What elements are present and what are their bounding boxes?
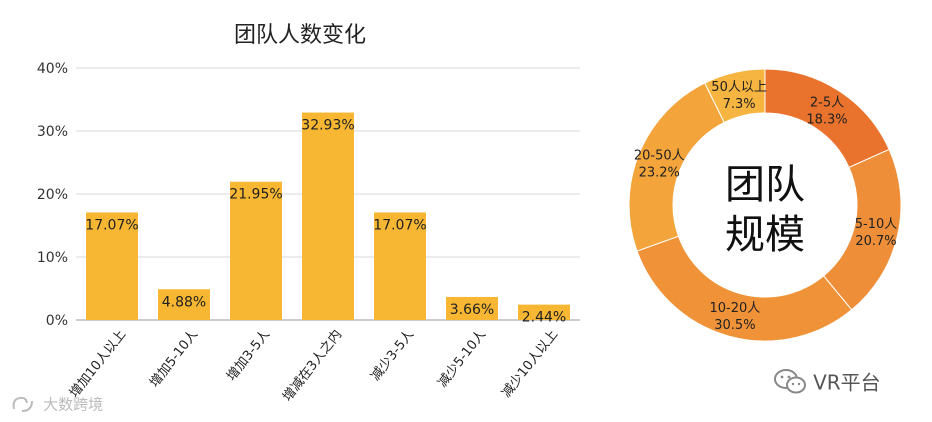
y-tick-label: 10% xyxy=(37,250,68,266)
bar-data-label: 17.07% xyxy=(85,217,138,233)
donut-slice-pct: 7.3% xyxy=(723,97,756,112)
bar-chart-title: 团队人数变化 xyxy=(234,23,366,48)
bar xyxy=(446,296,498,320)
bar-data-label: 2.44% xyxy=(522,310,566,326)
bar xyxy=(158,289,210,320)
x-tick-label: 减少5-10人 xyxy=(435,327,489,390)
bar-data-label: 4.88% xyxy=(162,294,206,310)
donut-slice-pct: 23.2% xyxy=(639,165,680,180)
donut-slice-pct: 18.3% xyxy=(806,112,847,127)
bar xyxy=(230,181,282,320)
x-tick-label: 减少10人以上 xyxy=(499,327,561,400)
x-tick-label: 增加10人以上 xyxy=(67,327,129,400)
donut-slice-label: 2-5人 xyxy=(810,95,844,110)
x-tick-label: 减少3-5人 xyxy=(368,327,417,384)
bar xyxy=(518,304,570,320)
donut-slice-label: 10-20人 xyxy=(710,301,761,316)
bar-data-label: 17.07% xyxy=(373,217,426,233)
donut-slice-label: 20-50人 xyxy=(634,148,685,163)
donut-hole xyxy=(673,113,857,297)
bar xyxy=(86,212,138,320)
donut-slice-label: 5-10人 xyxy=(855,217,898,232)
x-tick-label: 增减在3人之内 xyxy=(279,327,345,405)
y-tick-label: 30% xyxy=(37,124,68,140)
donut-slice-pct: 30.5% xyxy=(714,318,755,333)
x-tick-label: 增加5-10人 xyxy=(147,327,201,390)
y-tick-label: 40% xyxy=(37,61,68,77)
watermark-right-text: VR平台 xyxy=(813,370,881,395)
watermark-left-text: 大数跨境 xyxy=(43,395,104,414)
bar xyxy=(302,112,354,320)
wechat-icon xyxy=(774,369,806,394)
watermark-right: VR平台 xyxy=(772,366,881,396)
bar xyxy=(374,212,426,320)
bar-chart: 团队人数变化 0% 10% 20% 30% 40% 17.07% 增加10人以上 4.88%… xyxy=(37,23,580,405)
brand-logo-icon xyxy=(12,396,33,412)
x-tick-label: 增加3-5人 xyxy=(224,327,273,384)
donut-chart: 团队 规模 2-5人 18.3% 5-10人 20.7% 10-20人 30.5% 20-5… xyxy=(628,68,902,342)
watermark-left: 大数跨境 xyxy=(10,393,103,415)
bar-data-label: 32.93% xyxy=(301,118,354,134)
y-tick-label: 20% xyxy=(37,187,68,203)
donut-center-label-line1: 团队 xyxy=(725,162,805,208)
bar-data-label: 3.66% xyxy=(450,302,494,318)
donut-slice-pct: 20.7% xyxy=(855,234,896,249)
donut-center-label-line2: 规模 xyxy=(725,212,805,258)
y-tick-label: 0% xyxy=(46,313,68,329)
donut-slice-label: 50人以上 xyxy=(711,80,767,95)
bar-data-label: 21.95% xyxy=(229,187,282,203)
